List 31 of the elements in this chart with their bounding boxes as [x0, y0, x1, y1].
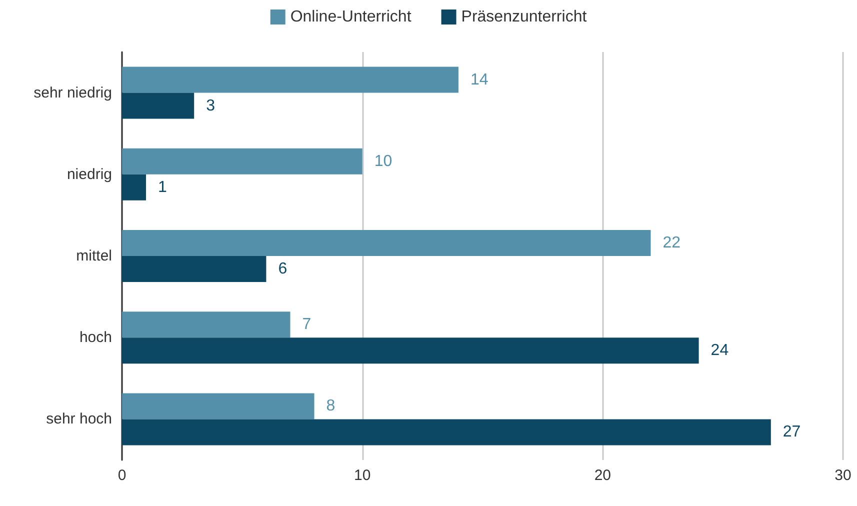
- data-label: 22: [662, 234, 681, 252]
- y-tick-label: sehr hoch: [46, 410, 112, 428]
- data-label: 24: [710, 342, 729, 360]
- data-label: 8: [326, 398, 336, 415]
- data-label: 10: [374, 152, 392, 170]
- bar: [122, 338, 699, 364]
- bar: [122, 256, 266, 282]
- data-label: 1: [158, 178, 168, 196]
- y-tick-label: sehr niedrig: [34, 84, 112, 102]
- bar: [122, 174, 146, 200]
- legend-label: Präsenzunterricht: [461, 8, 588, 26]
- data-label: 6: [278, 260, 288, 278]
- y-tick-label: hoch: [79, 329, 112, 346]
- bar: [122, 92, 194, 119]
- x-tick-label: 10: [354, 467, 371, 484]
- bar: [122, 66, 458, 93]
- bar: [122, 230, 651, 256]
- data-label: 14: [470, 71, 488, 88]
- x-tick-label: 30: [834, 467, 852, 484]
- y-tick-label: mittel: [76, 248, 112, 264]
- x-tick-label: 0: [118, 467, 126, 484]
- data-label: 27: [782, 424, 801, 441]
- data-label: 3: [206, 97, 216, 114]
- bar: [122, 419, 771, 446]
- bar: [122, 312, 290, 338]
- x-tick-label: 20: [594, 467, 612, 484]
- bar: [122, 148, 362, 174]
- y-tick-label: niedrig: [66, 166, 112, 183]
- legend-label: Online-Unterricht: [290, 8, 412, 26]
- bar: [122, 393, 314, 420]
- data-label: 7: [302, 316, 312, 334]
